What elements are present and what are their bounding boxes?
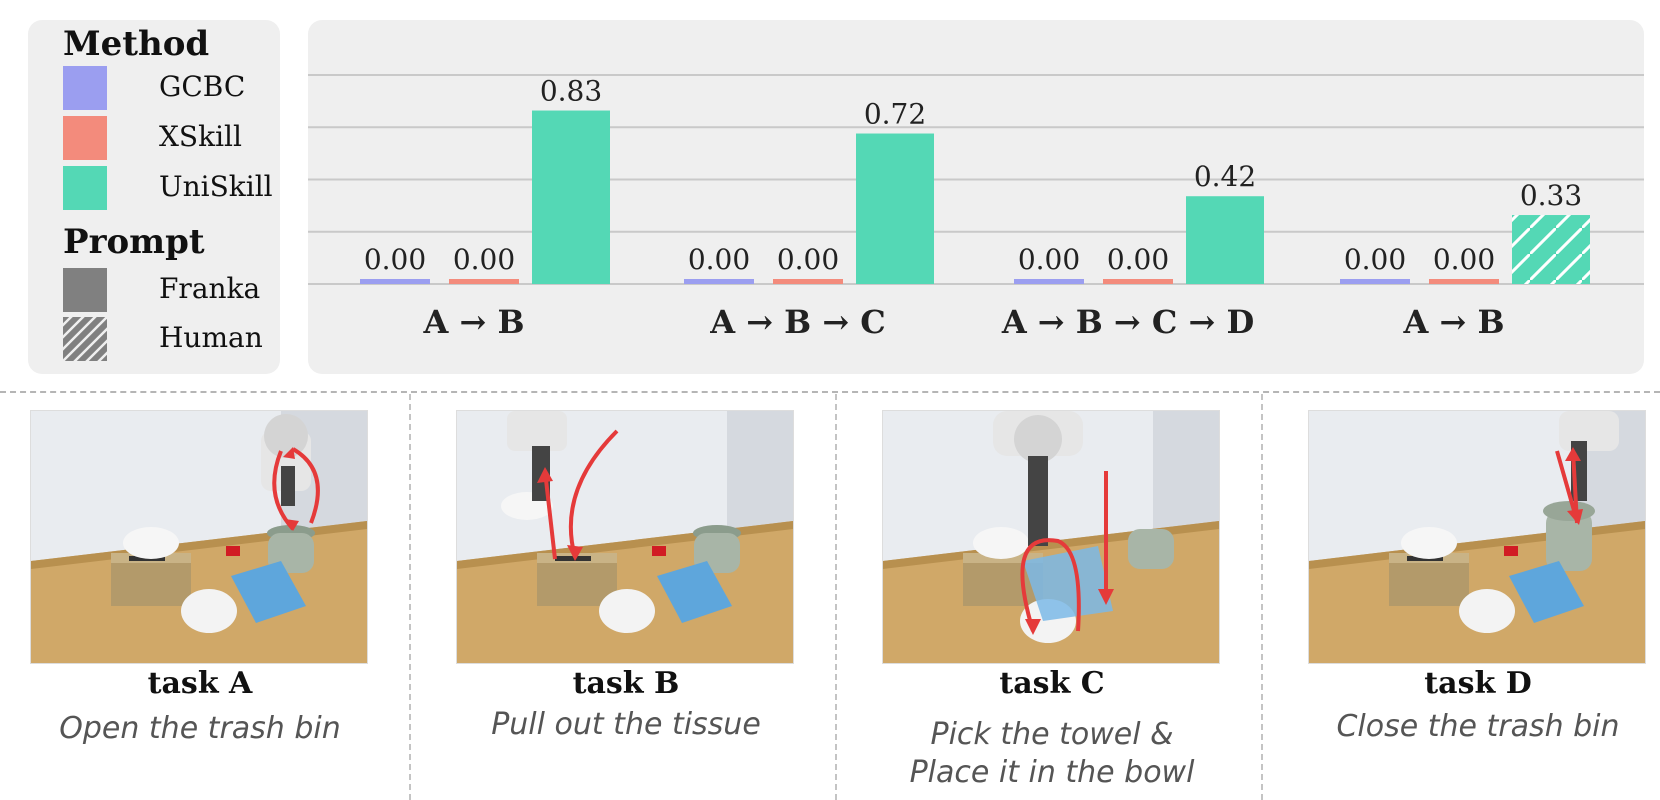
category-label: A → B bbox=[1403, 303, 1505, 341]
human-hatched-swatch bbox=[58, 312, 112, 366]
task-c-description-line1: Pick the towel & bbox=[930, 717, 1174, 752]
category-label: A → B → C → D bbox=[1001, 303, 1254, 341]
task-d-description: Close the trash bin bbox=[1336, 709, 1620, 744]
legend-prompt-title: Prompt bbox=[63, 222, 205, 262]
task-c-name: task C bbox=[999, 666, 1105, 701]
bar-chart-panel: 0.00 0.00 0.83 0.00 0.00 0.72 0.00 0.00 0.42 0.00… bbox=[308, 20, 1644, 374]
bar-hatch-overlay bbox=[1512, 215, 1590, 284]
bar-xskill-4 bbox=[1429, 279, 1499, 284]
bar-uniskill-2 bbox=[856, 133, 934, 284]
value-label: 0.00 bbox=[1018, 243, 1080, 276]
bar-xskill-1 bbox=[449, 279, 519, 284]
bar-gcbc-3 bbox=[1014, 279, 1084, 284]
section-divider bbox=[0, 391, 1660, 393]
legend-method-title: Method bbox=[63, 24, 210, 64]
value-label: 0.00 bbox=[777, 243, 839, 276]
legend-label-human: Human bbox=[159, 321, 263, 354]
task-a-name: task A bbox=[147, 666, 253, 701]
task-b-name: task B bbox=[572, 666, 680, 701]
panel-divider bbox=[1261, 394, 1263, 800]
xskill-swatch bbox=[63, 116, 107, 160]
task-b-description: Pull out the tissue bbox=[491, 707, 761, 742]
task-a-description: Open the trash bin bbox=[59, 711, 341, 746]
task-d-name: task D bbox=[1424, 666, 1532, 701]
category-label: A → B → C bbox=[709, 303, 886, 341]
value-label: 0.00 bbox=[1107, 243, 1169, 276]
bar-gcbc-1 bbox=[360, 279, 430, 284]
bar-uniskill-1 bbox=[532, 110, 610, 284]
value-label: 0.00 bbox=[364, 243, 426, 276]
task-c-description-line2: Place it in the bowl bbox=[909, 755, 1195, 790]
value-label: 0.42 bbox=[1194, 160, 1256, 193]
franka-swatch bbox=[63, 268, 107, 312]
bar-xskill-2 bbox=[773, 279, 843, 284]
value-label: 0.00 bbox=[688, 243, 750, 276]
task-c-photo bbox=[882, 410, 1220, 664]
gcbc-swatch bbox=[63, 66, 107, 110]
panel-divider bbox=[409, 394, 411, 800]
category-label: A → B bbox=[423, 303, 525, 341]
bar-gcbc-2 bbox=[684, 279, 754, 284]
legend-label-uniskill: UniSkill bbox=[159, 170, 273, 203]
panel-divider bbox=[835, 394, 837, 800]
task-b-photo bbox=[456, 410, 794, 664]
task-a-photo bbox=[30, 410, 368, 664]
value-label: 0.33 bbox=[1520, 179, 1582, 212]
legend-label-gcbc: GCBC bbox=[159, 70, 246, 103]
task-d-photo bbox=[1308, 410, 1646, 664]
legend-label-franka: Franka bbox=[159, 272, 261, 305]
value-label: 0.83 bbox=[540, 75, 602, 108]
uniskill-swatch bbox=[63, 166, 107, 210]
value-label: 0.72 bbox=[864, 98, 926, 131]
legend-label-xskill: XSkill bbox=[159, 120, 242, 153]
value-label: 0.00 bbox=[1433, 243, 1495, 276]
bar-chart: 0.00 0.00 0.83 0.00 0.00 0.72 0.00 0.00 0.42 0.00… bbox=[308, 74, 1644, 341]
bar-xskill-3 bbox=[1103, 279, 1173, 284]
value-label: 0.00 bbox=[453, 243, 515, 276]
bar-gcbc-4 bbox=[1340, 279, 1410, 284]
legend: Method GCBC XSkill UniSkill Prompt Frank… bbox=[28, 20, 280, 374]
value-label: 0.00 bbox=[1344, 243, 1406, 276]
bar-uniskill-3 bbox=[1186, 196, 1264, 284]
